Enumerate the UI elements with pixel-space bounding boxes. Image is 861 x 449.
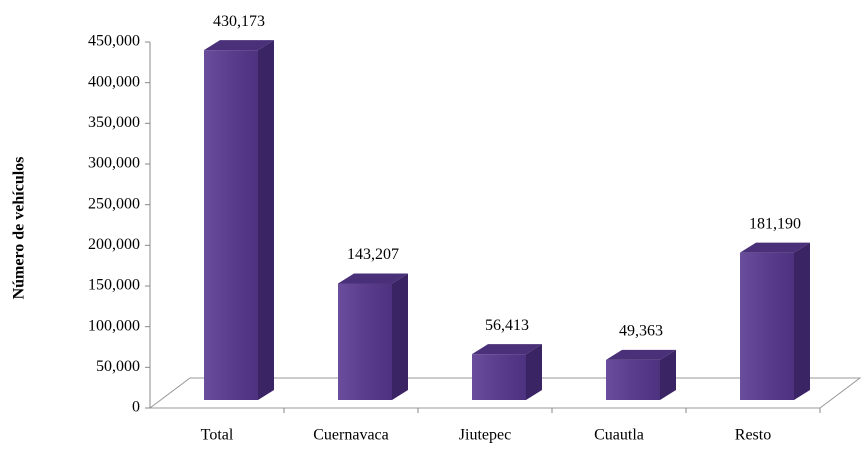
x-tick-label: Cuernavaca [313,427,389,444]
bar-side [526,344,542,400]
y-tick-label: 0 [132,399,140,416]
bar-top [606,349,676,360]
value-label: 430,173 [213,13,265,30]
y-tick-label: 300,000 [88,155,140,172]
y-tick-label: 450,000 [88,33,140,50]
x-tick-label: Total [201,427,234,444]
value-label: 56,413 [485,317,529,334]
bar-top [740,242,810,253]
bar-top [338,273,408,284]
bar-front [338,283,392,400]
value-label: 143,207 [347,246,399,263]
x-tick-label: Jiutepec [459,427,511,444]
bar-front [740,252,794,400]
y-tick-label: 100,000 [88,317,140,334]
bar [740,242,810,400]
bar-side [392,273,408,400]
bar [606,349,676,400]
value-label: 181,190 [749,215,801,232]
bar [204,40,274,400]
y-tick-label: 50,000 [96,358,140,375]
bar [472,344,542,400]
y-tick-label: 200,000 [88,236,140,253]
bar-side [258,40,274,400]
bar-front [204,50,258,400]
y-tick-label: 250,000 [88,195,140,212]
x-tick-label: Cuautla [594,427,644,444]
y-axis-label: Número de vehículos [11,157,28,300]
bar-front [472,354,526,400]
bar-top [472,344,542,355]
bar-side [794,242,810,400]
x-tick-label: Resto [735,427,771,444]
y-tick-label: 150,000 [88,277,140,294]
bar [338,273,408,400]
bar-top [204,40,274,51]
bar-side [660,349,676,400]
y-tick-label: 400,000 [88,73,140,90]
y-tick-label: 350,000 [88,114,140,131]
bar-front [606,359,660,400]
value-label: 49,363 [619,323,663,340]
